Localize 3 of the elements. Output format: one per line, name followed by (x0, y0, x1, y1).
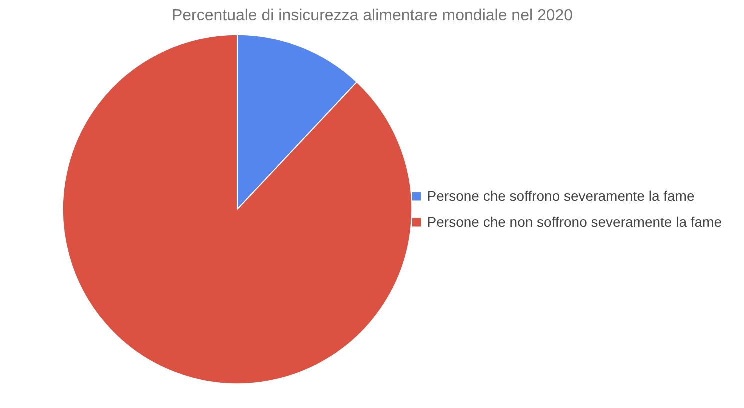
legend-label: Persone che soffrono severamente la fame (427, 188, 695, 204)
legend-label: Persone che non soffrono severamente la fame (427, 214, 722, 230)
chart-title: Percentuale di insicurezza alimentare mondiale nel 2020 (172, 8, 574, 24)
